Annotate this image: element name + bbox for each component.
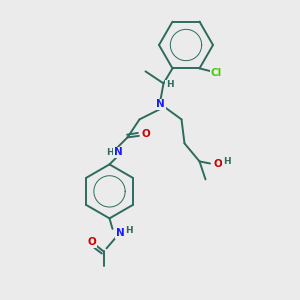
Text: O: O: [87, 237, 96, 248]
Text: H: H: [106, 148, 113, 157]
Text: H: H: [223, 157, 230, 166]
Text: H: H: [125, 226, 133, 235]
Text: Cl: Cl: [210, 68, 222, 78]
Text: H: H: [166, 80, 173, 89]
Text: O: O: [141, 129, 150, 140]
Text: O: O: [213, 159, 222, 170]
Text: N: N: [156, 99, 165, 110]
Text: N: N: [116, 228, 124, 239]
Text: N: N: [113, 147, 122, 158]
